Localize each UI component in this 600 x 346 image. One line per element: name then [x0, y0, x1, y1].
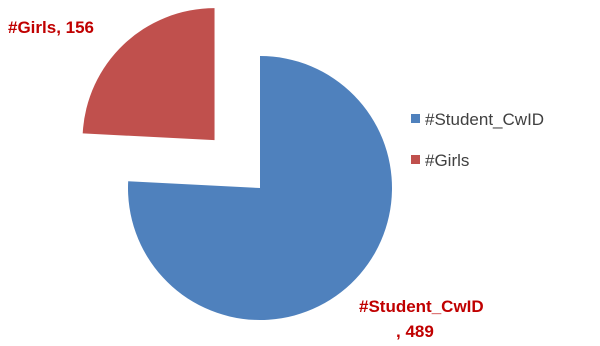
legend-label-student-cwid: #Student_CwID — [425, 110, 544, 129]
pie-slices — [82, 8, 392, 320]
data-label-student-cwid-line1: #Student_CwID — [359, 297, 484, 316]
legend-swatch-girls — [411, 155, 420, 164]
legend-label-girls: #Girls — [425, 151, 469, 170]
data-label-girls: #Girls, 156 — [8, 18, 94, 37]
pie-slice-girls — [82, 8, 215, 141]
legend-swatch-student-cwid — [411, 114, 420, 123]
pie-slice-student-cwid — [127, 56, 392, 320]
data-label-student-cwid-line2: , 489 — [396, 322, 434, 341]
legend: #Student_CwID #Girls — [411, 110, 544, 170]
